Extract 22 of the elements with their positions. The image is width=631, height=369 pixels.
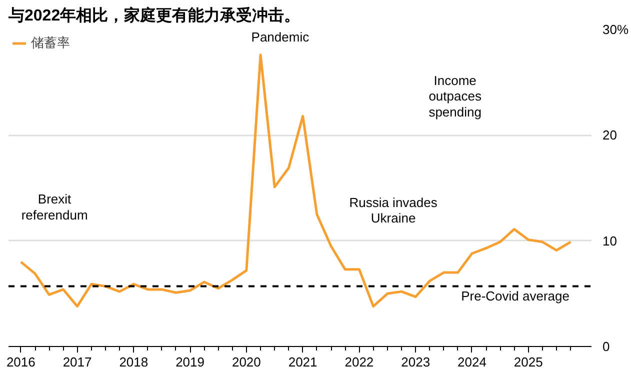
annotation: Pandemic (251, 29, 310, 44)
x-tick-label: 2024 (458, 354, 486, 369)
x-tick-label: 2023 (401, 354, 430, 369)
legend-label: 储蓄率 (31, 34, 70, 52)
y-tick-label: 30% (602, 22, 629, 37)
x-tick-label: 2020 (232, 354, 261, 369)
x-tick-label: 2022 (344, 354, 374, 369)
ref-line-label: Pre-Covid average (461, 288, 570, 304)
x-tick-label: 2025 (514, 354, 543, 369)
line-series (20, 54, 572, 308)
x-tick-label: 2018 (119, 354, 148, 369)
annotation: Brexit referendum (21, 192, 88, 222)
x-tick-label: 2021 (288, 354, 318, 369)
x-tick-label: 2019 (176, 354, 205, 369)
y-tick-label: 0 (602, 339, 610, 354)
x-tick-label: 2016 (6, 354, 36, 369)
chart-title: 与2022年相比，家庭更有能力承受冲击。 (8, 6, 300, 24)
y-tick-label: 10 (602, 233, 617, 248)
x-tick-label: 2017 (62, 354, 92, 369)
annotation: Russia invades Ukraine (349, 194, 438, 226)
y-tick-label: 20 (602, 128, 617, 143)
annotation: Income outpaces spending (428, 72, 482, 120)
